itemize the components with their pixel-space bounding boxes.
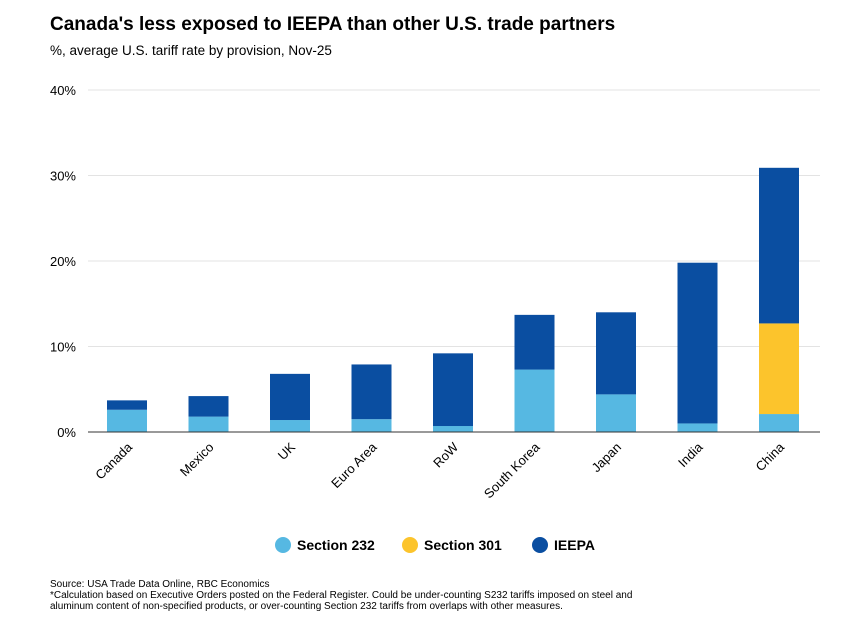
x-tick-label: China <box>752 439 787 474</box>
y-tick-label: 20% <box>50 254 76 269</box>
bar-section-301-china <box>759 323 799 415</box>
bar-ieepa-uk <box>270 373 310 421</box>
y-tick-label: 40% <box>50 83 76 98</box>
bar-section-232-south-korea <box>514 369 555 432</box>
legend-marker-section-301 <box>402 537 418 553</box>
x-tick-label: Mexico <box>177 440 217 480</box>
source-note: Source: USA Trade Data Online, RBC Econo… <box>50 579 270 590</box>
legend-label: Section 301 <box>424 537 502 553</box>
legend-label: Section 232 <box>297 537 375 553</box>
bar-ieepa-mexico <box>188 396 229 417</box>
bar-ieepa-row <box>433 353 473 427</box>
bar-section-232-japan <box>596 394 636 432</box>
stacked-bar-chart: 0% 10% 20% 30% 40% Canada Mexico UK Euro Area RoW… <box>50 83 820 553</box>
bar-section-232-china <box>759 414 799 432</box>
bar-section-232-euro-area <box>351 419 392 432</box>
legend-label: IEEPA <box>554 537 595 553</box>
y-tick-label: 0% <box>57 425 76 440</box>
x-tick-label: Euro Area <box>328 439 380 491</box>
bar-ieepa-china <box>759 167 799 324</box>
bar-section-232-india <box>677 423 718 432</box>
legend-marker-section-232 <box>275 537 291 553</box>
x-tick-label: Japan <box>588 440 624 476</box>
chart-title: Canada's less exposed to IEEPA than othe… <box>50 14 616 35</box>
bar-ieepa-south-korea <box>514 314 555 370</box>
calculation-note-line-2: aluminum content of non-specified produc… <box>50 601 563 612</box>
x-tick-label: Canada <box>92 439 135 482</box>
bar-section-232-canada <box>107 409 147 432</box>
x-tick-label: India <box>675 439 706 470</box>
bar-ieepa-euro-area <box>351 364 392 420</box>
y-tick-label: 10% <box>50 340 76 355</box>
x-tick-label: UK <box>275 439 299 463</box>
bar-ieepa-canada <box>107 400 147 410</box>
x-tick-label: RoW <box>430 439 462 471</box>
bar-section-232-row <box>433 426 473 432</box>
chart-subtitle: %, average U.S. tariff rate by provision… <box>50 43 332 58</box>
y-tick-label: 30% <box>50 169 76 184</box>
bar-section-232-mexico <box>188 416 229 432</box>
bar-ieepa-india <box>677 262 718 424</box>
x-tick-label: South Korea <box>481 439 543 501</box>
calculation-note-line-1: *Calculation based on Executive Orders p… <box>50 590 633 601</box>
legend-marker-ieepa <box>532 537 548 553</box>
bar-ieepa-japan <box>596 312 636 395</box>
chart-footer: Source: USA Trade Data Online, RBC Econo… <box>50 579 750 612</box>
bar-section-232-uk <box>270 420 310 432</box>
